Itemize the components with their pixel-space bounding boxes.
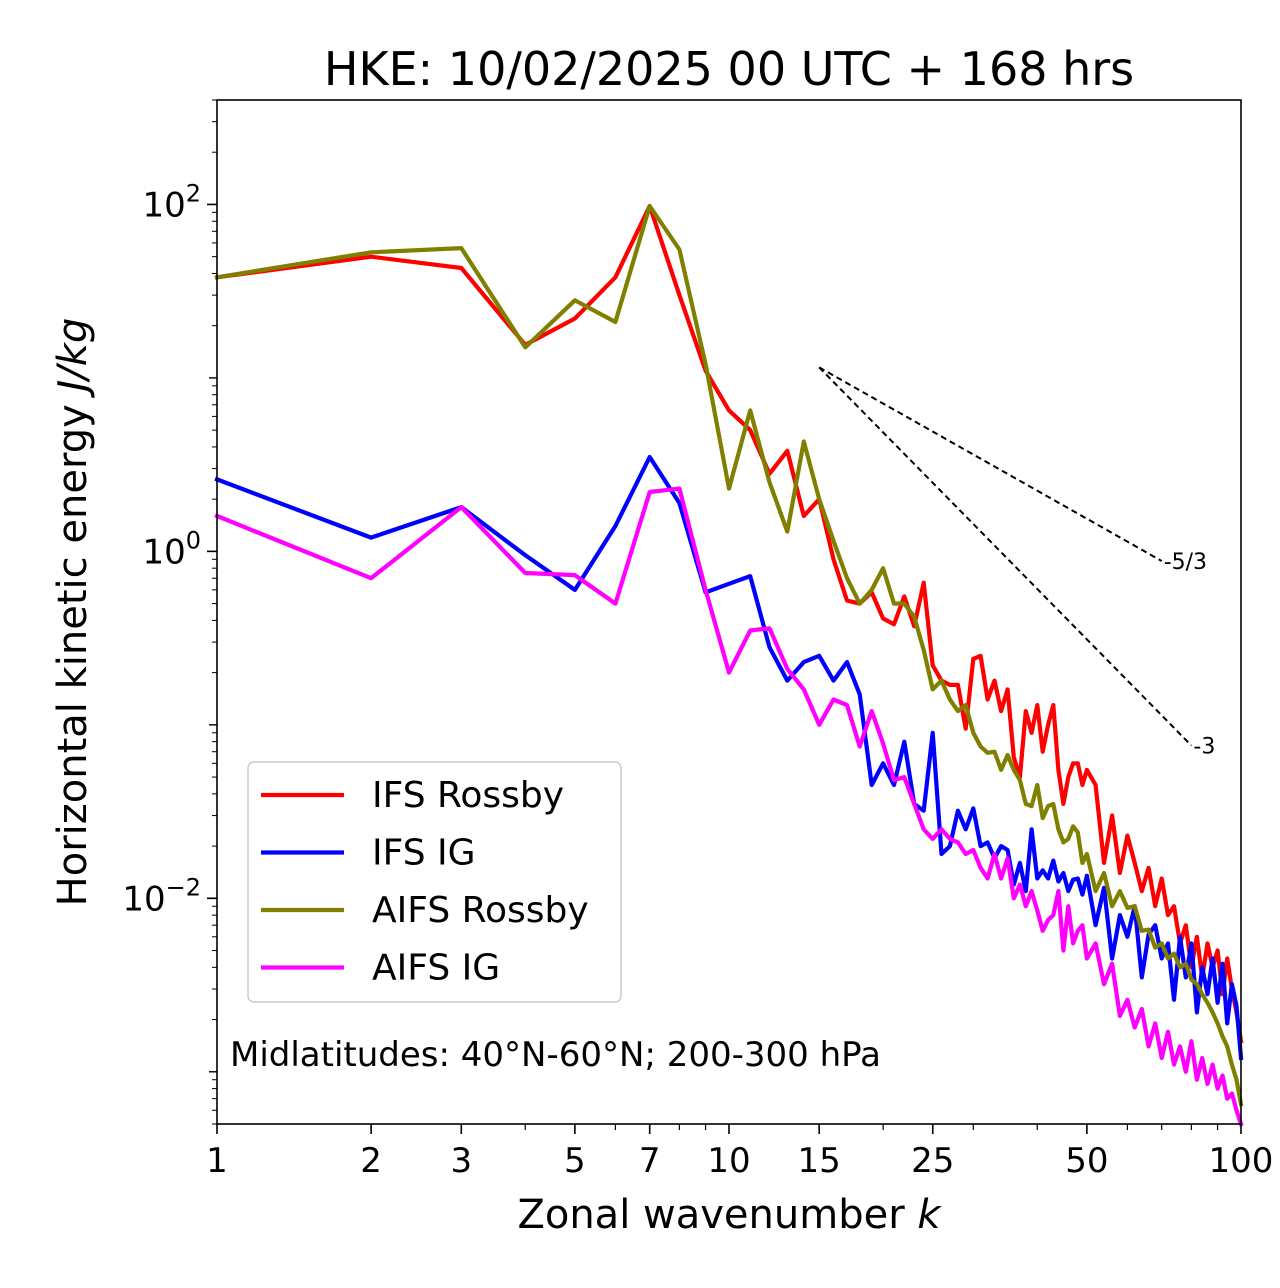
series-layer (214, 203, 1244, 1127)
x-tick-label: 10 (707, 1141, 750, 1181)
x-tick-label: 50 (1065, 1141, 1108, 1181)
series-line-aifs-rossby (214, 203, 1244, 1107)
x-tick-label: 2 (360, 1141, 382, 1181)
region-annotation: Midlatitudes: 40°N-60°N; 200-300 hPa (230, 1035, 881, 1075)
legend-label: AIFS IG (372, 948, 500, 989)
chart-title: HKE: 10/02/2025 00 UTC + 168 hrs (324, 42, 1134, 96)
y-axis-ticks: 10−2 100 102 (122, 99, 217, 1125)
reference-slope-line (818, 366, 1193, 747)
x-tick-label: 5 (564, 1141, 586, 1181)
x-tick-label: 7 (639, 1141, 661, 1181)
legend-label: AIFS Rossby (372, 890, 589, 931)
series-line-ifs-rossby (214, 203, 1244, 1044)
legend-label: IFS Rossby (372, 775, 564, 816)
x-axis-label-variable: k (917, 1192, 942, 1238)
y-tick-label: 102 (142, 179, 201, 225)
x-tick-label: 3 (450, 1141, 472, 1181)
y-axis-label-text: Horizontal kinetic energy (50, 404, 96, 906)
legend: IFS Rossby IFS IG AIFS Rossby AIFS IG (247, 761, 622, 1003)
reference-slopes: -5/3 -3 (818, 366, 1215, 760)
reference-slope-label: -5/3 (1164, 550, 1207, 575)
x-axis-label: Zonal wavenumber k (517, 1192, 942, 1238)
y-axis-label: Horizontal kinetic energy J/kg (50, 318, 96, 907)
series-line-aifs-ig (214, 486, 1244, 1127)
legend-box (247, 761, 622, 1003)
x-tick-label: 15 (798, 1141, 841, 1181)
reference-slope-label: -3 (1193, 735, 1215, 760)
y-tick-label: 100 (142, 526, 201, 572)
x-axis-ticks: 1 2 3 5 7 10 15 25 50 100 (206, 1124, 1273, 1181)
x-axis-label-text: Zonal wavenumber (517, 1192, 905, 1238)
y-tick-label: 10−2 (122, 873, 201, 919)
legend-label: IFS IG (372, 833, 476, 874)
y-axis-label-unit: J/kg (50, 318, 96, 399)
x-tick-label: 100 (1209, 1141, 1274, 1181)
x-tick-label: 25 (911, 1141, 954, 1181)
reference-slope-line (818, 366, 1163, 562)
x-tick-label: 1 (206, 1141, 228, 1181)
